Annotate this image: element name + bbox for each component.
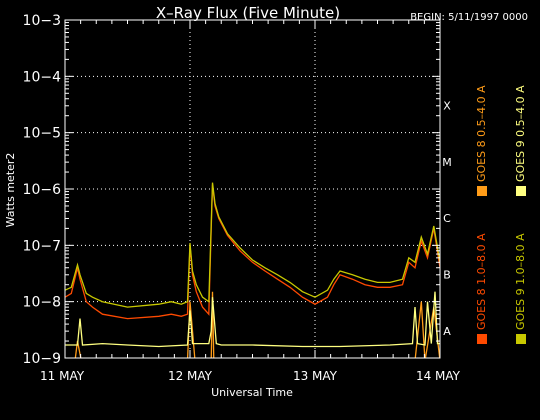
series-lines bbox=[65, 182, 440, 358]
flare-class-label: B bbox=[443, 269, 451, 282]
x-tick-label: 13 MAY bbox=[293, 369, 338, 383]
legend-swatch bbox=[516, 186, 526, 196]
x-tick-label: 14 MAY bbox=[416, 369, 461, 383]
y-axis-label: Watts meter2 bbox=[4, 153, 17, 228]
axes: 10−9 10−8 10−7 10−6 10−5 10−4 10−3 11 MAY 12 MAY… bbox=[23, 13, 461, 383]
y-tick-label: 10−6 bbox=[23, 182, 62, 198]
y-tick-label: 10−4 bbox=[23, 69, 62, 85]
legend-label: GOES 8 0.5–4.0 A bbox=[475, 85, 488, 182]
y-tick-label: 10−3 bbox=[23, 13, 61, 29]
legend-label: GOES 9 1.0–8.0 A bbox=[514, 233, 527, 330]
flare-class-label: C bbox=[443, 212, 451, 225]
legend-label: GOES 9 0.5–4.0 A bbox=[514, 85, 527, 182]
chart-title: X–Ray Flux (Five Minute) bbox=[156, 4, 340, 22]
begin-label: BEGIN: 5/11/1997 0000 bbox=[410, 12, 528, 23]
y-tick-label: 10−8 bbox=[23, 295, 61, 311]
legend-swatch bbox=[516, 334, 526, 344]
grid-lines bbox=[65, 20, 440, 358]
series-line bbox=[65, 184, 440, 320]
flare-class-label: A bbox=[443, 325, 451, 338]
x-tick-label: 11 MAY bbox=[40, 369, 85, 383]
flare-class-label: M bbox=[442, 156, 452, 169]
flare-class-label: X bbox=[443, 100, 451, 113]
series-line bbox=[65, 182, 440, 308]
legend-swatch bbox=[477, 334, 487, 344]
y-tick-label: 10−7 bbox=[23, 238, 61, 254]
legend: GOES 8 1.0–8.0 A GOES 8 0.5–4.0 A GOES 9 1… bbox=[475, 85, 527, 344]
series-line bbox=[65, 291, 440, 348]
x-tick-label: 12 MAY bbox=[168, 369, 213, 383]
legend-swatch bbox=[477, 186, 487, 196]
y-tick-label: 10−9 bbox=[23, 351, 61, 367]
y-tick-label: 10−5 bbox=[23, 126, 61, 142]
x-axis-label: Universal Time bbox=[211, 386, 293, 399]
legend-label: GOES 8 1.0–8.0 A bbox=[475, 233, 488, 330]
